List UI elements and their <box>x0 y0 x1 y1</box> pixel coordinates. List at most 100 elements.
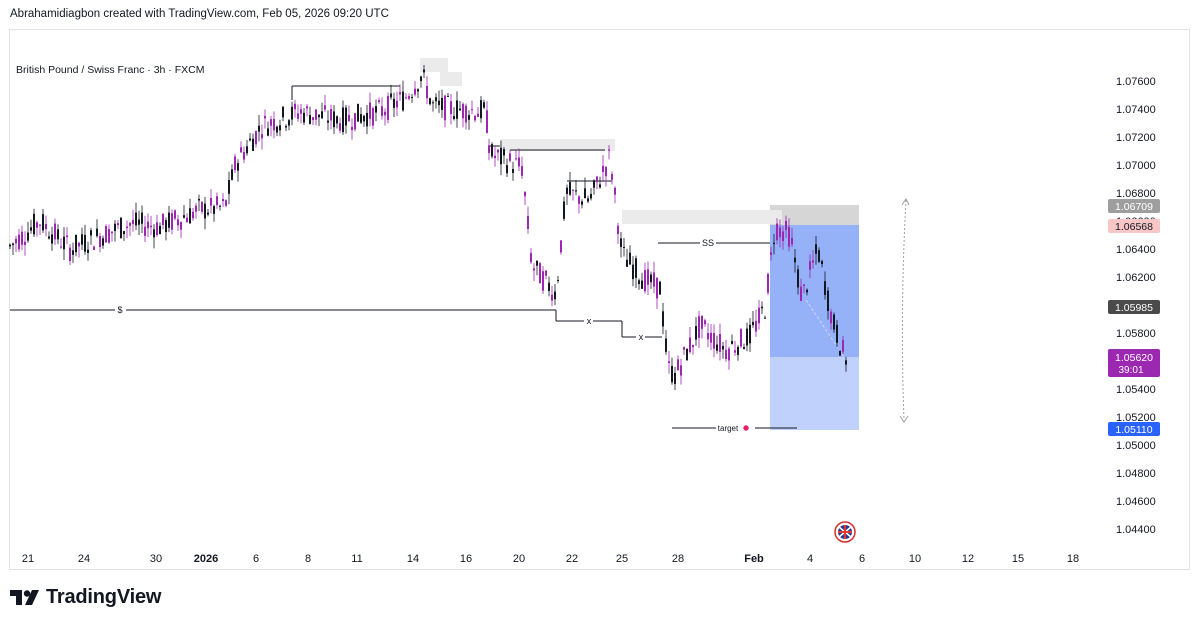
gb-flag-icon[interactable] <box>834 521 856 543</box>
candle-body <box>653 272 655 287</box>
chart-header-text: Abrahamidiagbon created with TradingView… <box>10 8 389 20</box>
candle-body <box>219 205 221 207</box>
candlestick-series <box>9 65 847 391</box>
tradingview-branding[interactable]: TradingView <box>10 586 161 609</box>
candle-body <box>821 261 823 265</box>
candle-body <box>93 246 95 250</box>
candle-body <box>468 115 470 120</box>
candle-body <box>87 249 89 253</box>
candle-body <box>710 332 712 343</box>
candle-body <box>369 102 371 119</box>
chart-frame[interactable] <box>9 29 1190 570</box>
candle-body <box>171 213 173 230</box>
candle-body <box>833 314 835 330</box>
candle-body <box>444 95 446 121</box>
candle-body <box>282 106 284 118</box>
candle-body <box>402 91 404 111</box>
candle-body <box>240 147 242 153</box>
candle-body <box>54 223 56 240</box>
candle-body <box>24 241 26 245</box>
annotation-dollar: $ <box>117 305 122 315</box>
price-axis-tick: 1.07200 <box>1116 132 1156 144</box>
candle-body <box>497 149 499 153</box>
price-axis-tick: 1.04400 <box>1116 524 1156 536</box>
price-axis-tick: 1.06400 <box>1116 244 1156 256</box>
candle-body <box>797 269 799 288</box>
candle-body <box>63 236 65 250</box>
candle-body <box>713 333 715 349</box>
stop-zone[interactable] <box>770 225 859 358</box>
price-axis-tick: 1.04800 <box>1116 468 1156 480</box>
candle-body <box>72 250 74 255</box>
candle-body <box>746 328 748 346</box>
candle-body <box>420 76 422 82</box>
candle-body <box>375 106 377 113</box>
candle-body <box>48 236 50 239</box>
candle-body <box>270 119 272 126</box>
candle-body <box>767 273 769 293</box>
candle-body <box>417 89 419 92</box>
candle-body <box>647 269 649 285</box>
candle-body <box>836 324 838 343</box>
time-axis-tick: 14 <box>407 553 419 565</box>
candle-body <box>554 291 556 300</box>
candle-body <box>716 344 718 351</box>
candle-body <box>228 180 230 194</box>
candle-body <box>174 210 176 219</box>
candle-body <box>33 213 35 235</box>
candle-body <box>731 341 733 344</box>
candle-body <box>393 98 395 108</box>
candle-body <box>429 98 431 105</box>
candle-body <box>258 125 260 132</box>
candle-body <box>84 234 86 252</box>
candle-body <box>764 317 766 319</box>
annotation-x: x <box>639 332 644 342</box>
time-axis[interactable]: 21 24 30 2026 6 8 11 14 16 20 22 25 28 Feb 4 6 10 12 15 18 <box>22 553 1079 565</box>
projection-arrow <box>901 199 907 421</box>
candle-body <box>755 320 757 332</box>
candle-body <box>354 113 356 130</box>
candle-body <box>159 225 161 235</box>
candle-body <box>99 235 101 248</box>
candle-body <box>506 165 508 174</box>
candle-body <box>557 280 559 282</box>
candle-body <box>638 280 640 285</box>
candle-body <box>315 109 317 120</box>
target-zone[interactable] <box>770 357 859 430</box>
candle-body <box>794 257 796 263</box>
candle-body <box>177 219 179 226</box>
candle-body <box>408 96 410 99</box>
candle-body <box>773 242 775 244</box>
candle-body <box>156 222 158 236</box>
candle-body <box>581 201 583 205</box>
candle-body <box>45 224 47 230</box>
time-axis-tick: 11 <box>351 553 362 565</box>
candle-body <box>686 349 688 361</box>
candle-body <box>668 361 670 363</box>
price-axis-tick: 1.05400 <box>1116 384 1156 396</box>
candle-body <box>800 286 802 301</box>
price-axis-tick: 1.04600 <box>1116 496 1156 508</box>
candle-body <box>414 88 416 95</box>
candle-body <box>15 238 17 244</box>
candle-body <box>758 307 760 324</box>
supply-zone <box>622 210 782 224</box>
candle-body <box>237 163 239 171</box>
candle-body <box>641 280 643 289</box>
candle-body <box>438 100 440 106</box>
annotation-x: x <box>587 316 592 326</box>
candle-body <box>809 261 811 270</box>
candle-body <box>518 157 520 167</box>
candle-body <box>297 113 299 119</box>
candle-body <box>225 200 227 206</box>
target-icon <box>742 424 750 432</box>
candle-body <box>432 102 434 104</box>
candle-body <box>300 109 302 114</box>
candle-body <box>162 213 164 225</box>
candle-body <box>491 144 493 157</box>
candle-body <box>695 326 697 340</box>
candle-body <box>342 107 344 133</box>
supply-zone <box>770 205 859 225</box>
candle-body <box>81 234 83 245</box>
